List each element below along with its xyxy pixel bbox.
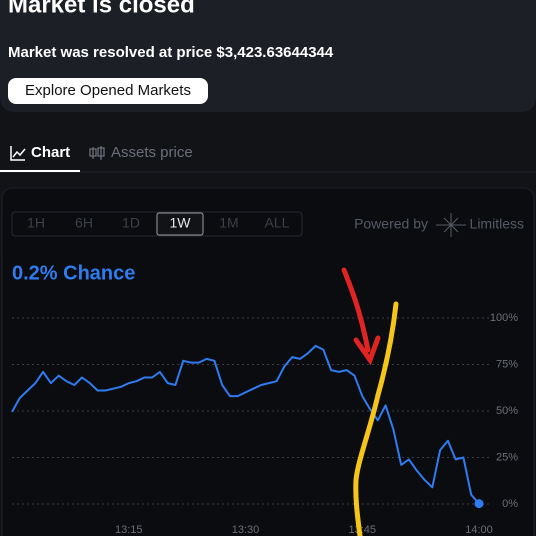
y-tick-label: 50% bbox=[496, 405, 518, 417]
range-button[interactable]: 1H bbox=[27, 215, 45, 231]
x-tick-label: 14:00 bbox=[465, 524, 493, 536]
explore-button[interactable] bbox=[8, 78, 208, 104]
range-button[interactable]: ALL bbox=[265, 215, 290, 231]
brand-logo bbox=[436, 213, 466, 237]
assets-tab-icon bbox=[89, 146, 105, 160]
x-tick-label: 13:15 bbox=[115, 524, 143, 536]
range-button[interactable]: 1M bbox=[219, 215, 238, 231]
chart-tab-icon bbox=[10, 146, 26, 161]
x-tick-label: 13:30 bbox=[232, 524, 260, 536]
y-tick-label: 75% bbox=[496, 358, 518, 370]
chart-tab[interactable]: Chart bbox=[31, 144, 70, 161]
brand: Limitless bbox=[470, 216, 524, 232]
y-tick-label: 0% bbox=[502, 498, 518, 510]
y-tick-label: 25% bbox=[496, 451, 518, 463]
powered-by: Powered by bbox=[354, 216, 428, 232]
y-tick-label: 100% bbox=[490, 312, 518, 324]
chance-label: 0.2% Chance bbox=[12, 262, 135, 284]
x-tick-label: 13:45 bbox=[348, 524, 376, 536]
range-button[interactable]: 1W bbox=[170, 215, 192, 231]
explore-button-label[interactable]: Explore Opened Markets bbox=[25, 82, 191, 99]
price-line bbox=[11, 344, 480, 505]
assets-tab[interactable]: Assets price bbox=[111, 144, 193, 161]
range-button[interactable]: 6H bbox=[75, 215, 93, 231]
active-range[interactable] bbox=[156, 212, 204, 236]
chart-panel bbox=[1, 187, 535, 536]
market-title: Market is closed bbox=[8, 0, 195, 18]
range-group bbox=[11, 211, 303, 237]
resolution-text: Market was resolved at price $3,423.6364… bbox=[8, 44, 334, 61]
yellow-annotation bbox=[353, 301, 399, 536]
last-point bbox=[474, 499, 484, 509]
range-button[interactable]: 1D bbox=[122, 215, 140, 231]
red-arrowhead bbox=[353, 335, 381, 366]
red-annotation bbox=[341, 267, 371, 353]
